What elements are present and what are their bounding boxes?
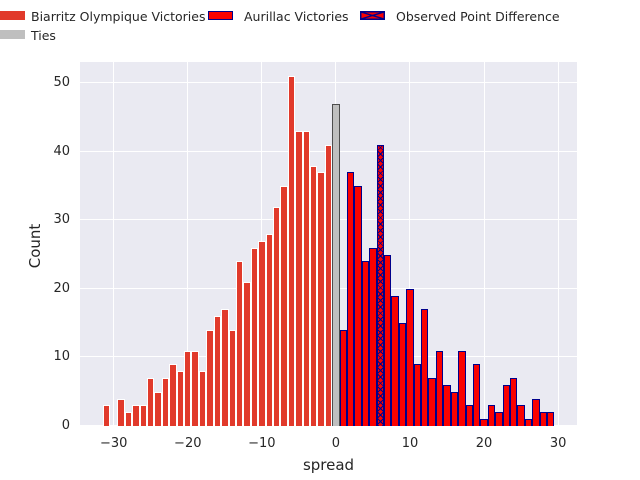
bar-spread--23 xyxy=(161,378,170,426)
bar-spread-4 xyxy=(361,261,370,426)
bar-spread-7 xyxy=(384,254,392,426)
y-tick-label-40: 40 xyxy=(53,143,70,159)
bar-spread-19 xyxy=(472,364,481,426)
y-tick-label-30: 30 xyxy=(53,212,70,228)
bar-spread--11 xyxy=(250,247,259,426)
legend-label-observed: Observed Point Difference xyxy=(396,9,560,24)
bar-spread-14 xyxy=(435,350,444,426)
bar-spread-9 xyxy=(398,323,407,426)
bar-spread-28 xyxy=(539,412,547,426)
bar-spread--4 xyxy=(302,131,310,426)
bar-spread--17 xyxy=(206,330,214,426)
bar-spread--28 xyxy=(124,412,133,426)
bar-spread-16 xyxy=(450,391,459,426)
bar-spread--3 xyxy=(309,165,318,426)
x-tick-label-10: 10 xyxy=(401,436,419,451)
bar-spread--2 xyxy=(317,172,325,426)
bar-spread--6 xyxy=(287,76,296,426)
bar-spread--25 xyxy=(147,378,155,426)
plot-area xyxy=(80,62,577,426)
bar-spread-13 xyxy=(428,378,436,426)
aurillac-swatch-icon xyxy=(208,11,233,20)
y-tick-label-0: 0 xyxy=(61,418,70,433)
observed-bar-spread-6 xyxy=(376,144,385,426)
x-tick-label-0: 0 xyxy=(331,436,341,451)
bar-spread--12 xyxy=(243,282,251,426)
bar-spread-8 xyxy=(391,295,399,426)
observed-x-hatch-swatch-icon xyxy=(360,11,385,20)
bar-spread--27 xyxy=(132,405,140,426)
v-gridline-30 xyxy=(557,62,559,426)
bar-spread--18 xyxy=(198,371,207,426)
bar-spread--24 xyxy=(154,391,162,426)
ties-swatch-icon xyxy=(0,30,25,39)
bar-spread-26 xyxy=(524,419,533,426)
x-tick-label-20: 20 xyxy=(475,436,493,451)
bar-spread--7 xyxy=(280,186,288,426)
bar-spread--22 xyxy=(169,364,177,426)
x-tick-label--20: −20 xyxy=(174,436,202,451)
bar-spread-27 xyxy=(532,398,540,426)
bar-spread-11 xyxy=(413,364,422,426)
y-tick-label-50: 50 xyxy=(53,75,70,91)
bar-spread--9 xyxy=(265,234,273,426)
bar-spread-3 xyxy=(354,186,362,426)
bar-spread-23 xyxy=(502,384,510,426)
v-gridline-10 xyxy=(409,62,411,426)
y-tick-label-10: 10 xyxy=(53,349,70,365)
bar-spread-12 xyxy=(421,309,429,426)
v-gridline-20 xyxy=(483,62,485,426)
bar-spread--1 xyxy=(324,144,333,426)
bar-spread--26 xyxy=(139,405,148,426)
bar-spread-10 xyxy=(406,288,414,426)
bar-spread-17 xyxy=(458,350,466,426)
bar-spread--8 xyxy=(272,206,281,426)
bar-spread--10 xyxy=(258,240,266,426)
bar-spread--14 xyxy=(228,330,236,426)
legend-label-biarritz: Biarritz Olympique Victories xyxy=(31,9,206,24)
bar-spread-29 xyxy=(547,412,555,426)
bar-spread-0 xyxy=(332,103,340,426)
bar-spread--29 xyxy=(117,398,125,426)
bar-spread--21 xyxy=(176,371,185,426)
x-tick-label-30: 30 xyxy=(549,436,567,451)
bar-spread-25 xyxy=(517,405,525,426)
legend: Biarritz Olympique Victories Aurillac Vi… xyxy=(0,0,640,52)
bar-spread-21 xyxy=(487,405,496,426)
bar-spread--15 xyxy=(221,309,229,426)
bar-spread-5 xyxy=(369,247,377,426)
v-gridline--20 xyxy=(187,62,189,426)
x-tick-label--30: −30 xyxy=(99,436,128,451)
bar-spread--19 xyxy=(191,350,199,426)
legend-label-ties: Ties xyxy=(31,28,56,43)
y-axis-label: Count xyxy=(26,223,44,269)
v-gridline--30 xyxy=(113,62,115,426)
y-tick-label-20: 20 xyxy=(53,280,70,296)
bar-spread--13 xyxy=(235,261,244,426)
h-gridline-50 xyxy=(80,82,577,84)
bar-spread-1 xyxy=(339,330,348,426)
bar-spread--16 xyxy=(213,316,222,426)
bar-spread-22 xyxy=(495,412,503,426)
legend-label-aurillac: Aurillac Victories xyxy=(244,9,349,24)
biarritz-swatch-icon xyxy=(0,11,25,20)
bar-spread-18 xyxy=(465,405,473,426)
bar-spread-15 xyxy=(443,384,451,426)
bar-spread-20 xyxy=(480,419,488,426)
bar-spread-2 xyxy=(347,172,355,426)
bar-spread-24 xyxy=(509,378,518,426)
bar-spread--20 xyxy=(184,350,192,426)
x-tick-label--10: −10 xyxy=(248,436,276,451)
x-axis-label: spread xyxy=(302,456,355,474)
bar-spread--5 xyxy=(295,131,303,426)
bar-spread--31 xyxy=(102,405,110,426)
